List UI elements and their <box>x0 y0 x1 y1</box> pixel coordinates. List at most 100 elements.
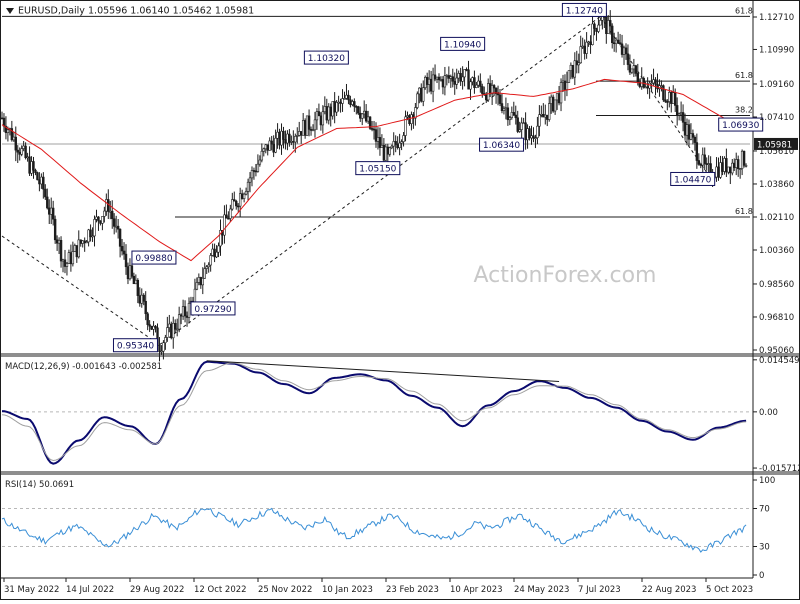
candle-body <box>626 53 630 65</box>
candle-body <box>465 69 468 71</box>
candle-body <box>42 176 45 190</box>
candle-body <box>150 325 153 330</box>
x-tick-label: 7 Jul 2023 <box>578 585 621 595</box>
candle-body <box>231 199 234 210</box>
candle-body <box>323 106 327 113</box>
candle-body <box>736 159 740 170</box>
candle-body <box>490 85 494 95</box>
candle-body <box>715 166 718 178</box>
candle-body <box>40 176 43 185</box>
dropdown-triangle-icon[interactable] <box>6 8 14 14</box>
candle-body <box>195 282 199 290</box>
axes: 1.12710 1.10990 1.09160 1.07410 1.059811.056… <box>3 13 800 595</box>
candle-body <box>81 240 84 244</box>
rsi-plot: RSI(14) 50.0691 <box>1 480 750 553</box>
candle-body <box>660 85 663 87</box>
candle-body <box>597 24 600 32</box>
candle-body <box>370 128 374 130</box>
candle-body <box>166 327 169 338</box>
rsi-y-label: 0 <box>759 571 764 581</box>
candle-body <box>561 80 565 83</box>
rsi-y-label: 30 <box>759 543 770 553</box>
candle-body <box>392 141 395 147</box>
candle-body <box>703 154 706 164</box>
candle-body <box>266 144 269 151</box>
candle-body <box>290 141 293 143</box>
candle-body <box>227 217 230 220</box>
candle-body <box>567 70 571 83</box>
candle-body <box>396 144 399 149</box>
candle-body <box>622 47 626 55</box>
candle-body <box>260 150 264 161</box>
candle-body <box>154 325 157 329</box>
candle-body <box>429 78 433 92</box>
candle-body <box>61 259 65 262</box>
candle-body <box>528 128 531 139</box>
candle-body <box>44 188 47 198</box>
macd-y-label: -0.015712 <box>759 464 800 474</box>
trendline <box>159 16 601 346</box>
candle-body <box>93 219 96 237</box>
candle-body <box>479 80 482 87</box>
candle-body <box>420 87 423 102</box>
price-label-text: 1.05150 <box>359 165 396 175</box>
rsi-line <box>1 507 747 553</box>
candle-body <box>327 106 330 121</box>
candle-body <box>534 137 537 140</box>
macd-y-label: 0.00 <box>759 408 778 418</box>
candle-body <box>431 74 435 92</box>
candle-body <box>111 210 114 220</box>
candle-body <box>485 94 488 101</box>
candle-body <box>644 86 647 89</box>
candle-body <box>38 179 41 185</box>
candle-body <box>437 76 441 81</box>
candle-body <box>50 207 53 215</box>
candle-body <box>246 181 250 192</box>
current-price-tag <box>754 137 798 150</box>
price-label-text: 1.04470 <box>674 175 711 185</box>
candle-body <box>362 110 366 115</box>
x-tick-label: 23 Feb 2023 <box>386 585 439 595</box>
candle-body <box>398 142 401 149</box>
candle-body <box>343 98 346 100</box>
x-tick-label: 14 Jul 2022 <box>66 585 114 595</box>
candle-body <box>0 117 4 120</box>
candle-body <box>333 101 336 113</box>
candle-body <box>46 196 49 209</box>
candle-body <box>132 275 136 285</box>
y-tick-label: 1.02110 <box>759 213 794 223</box>
macd-plot: MACD(12,26,9) -0.001643 -0.002581 <box>1 360 750 465</box>
candle-body <box>286 133 289 144</box>
candle-body <box>607 20 610 34</box>
candle-body <box>742 150 746 166</box>
candle-body <box>256 163 260 172</box>
candle-body <box>240 193 244 199</box>
candle-body <box>262 148 265 152</box>
candle-body <box>707 163 710 165</box>
fib-level-label: 38.2 <box>735 105 753 114</box>
candle-body <box>522 122 525 125</box>
candle-body <box>455 77 458 85</box>
y-tick-label: 1.03860 <box>759 180 794 190</box>
x-tick-label: 25 Nov 2022 <box>258 585 312 595</box>
candle-body <box>384 146 388 161</box>
price-label-text: 1.06340 <box>483 141 520 151</box>
candle-body <box>544 114 547 118</box>
candle-body <box>172 323 175 339</box>
candle-body <box>284 139 287 144</box>
candle-body <box>238 193 242 207</box>
candle-body <box>219 229 222 247</box>
trendline <box>1 235 160 346</box>
candle-body <box>32 161 35 171</box>
candle-body <box>298 131 301 136</box>
candle-body <box>589 41 592 45</box>
candle-body <box>733 162 736 168</box>
candle-body <box>146 313 149 325</box>
candle-body <box>673 92 677 106</box>
candle-body <box>109 210 112 213</box>
candle-body <box>120 246 124 252</box>
candle-body <box>573 60 577 78</box>
candle-body <box>652 79 655 84</box>
candle-body <box>59 239 63 262</box>
candle-body <box>683 121 687 136</box>
